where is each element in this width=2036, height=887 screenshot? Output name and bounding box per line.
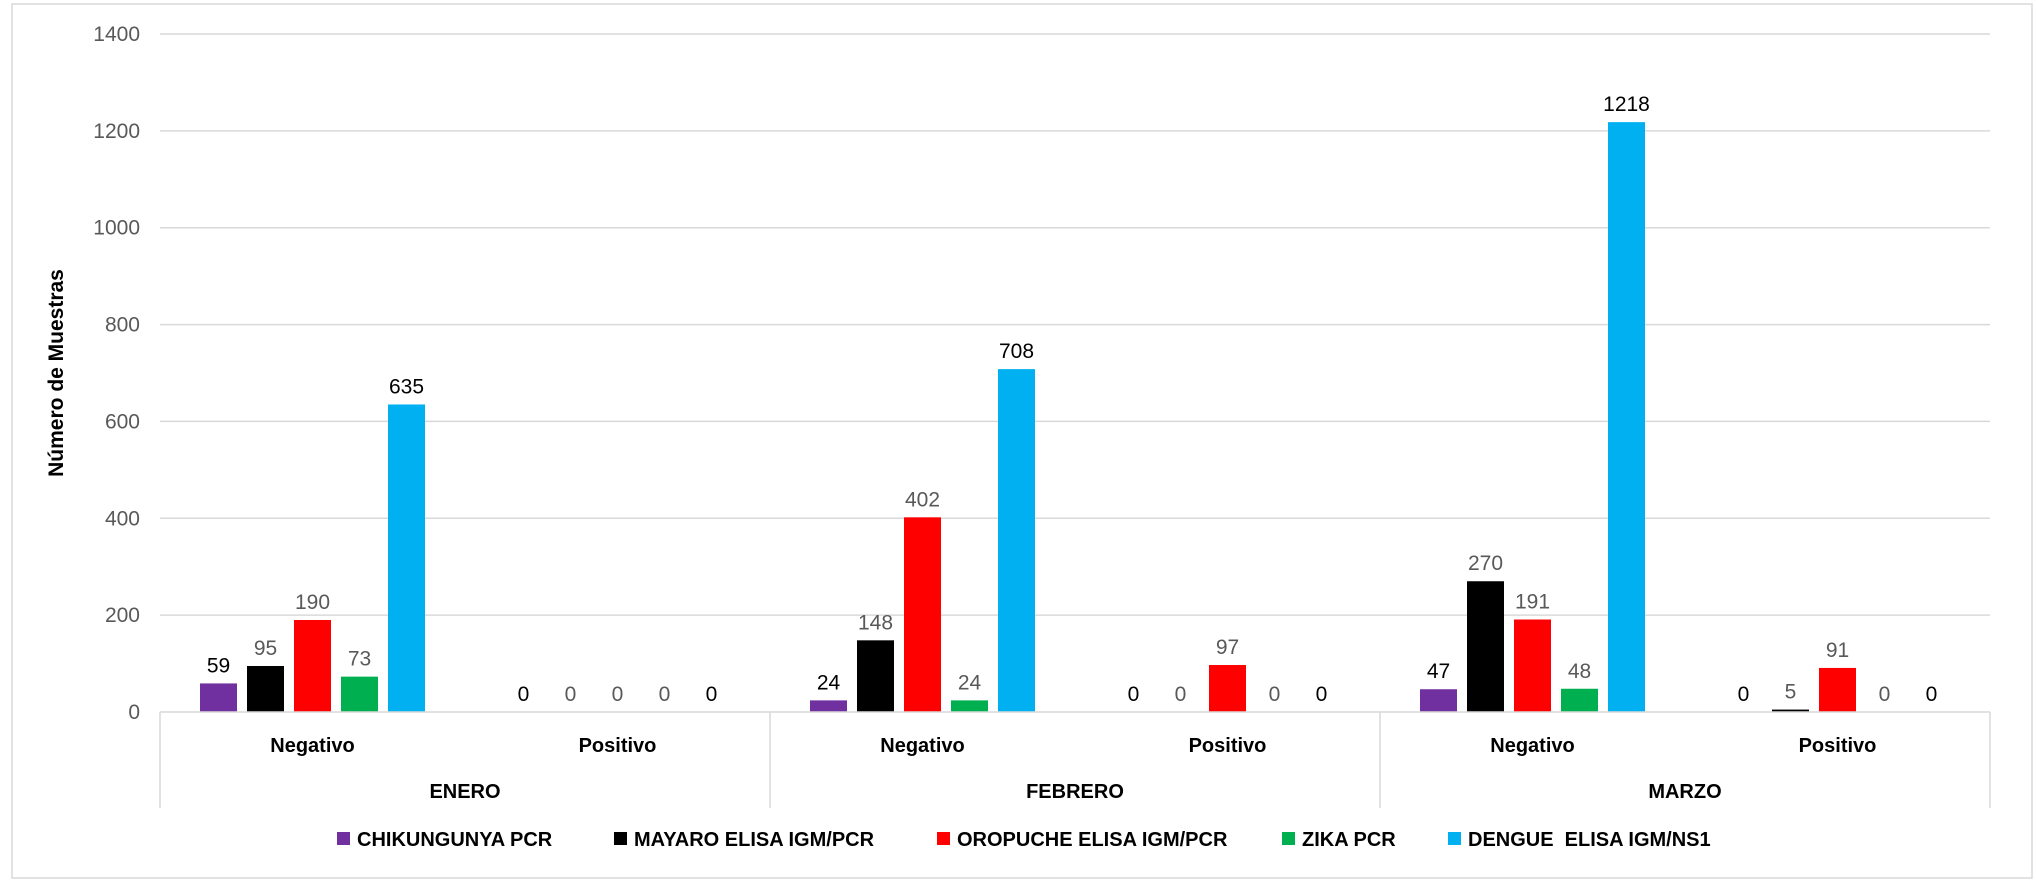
- data-label-marzo-positivo-zika-pcr: 0: [1879, 683, 1891, 706]
- data-label-febrero-positivo-oropuche-elisa-igm-pcr: 97: [1216, 636, 1239, 659]
- data-label-marzo-negativo-zika-pcr: 48: [1568, 660, 1591, 683]
- x-category-label-enero-negativo: Negativo: [270, 735, 354, 757]
- y-tick-label-200: 200: [105, 604, 140, 627]
- x-category-label-febrero-negativo: Negativo: [880, 735, 964, 757]
- legend-label-mayaro-elisa-igm-pcr: MAYARO ELISA IGM/PCR: [634, 829, 875, 851]
- legend-swatch-oropuche-elisa-igm-pcr: [937, 832, 950, 845]
- data-label-enero-negativo-dengue-elisa-igm-ns1: 635: [389, 375, 424, 398]
- y-tick-label-800: 800: [105, 314, 140, 337]
- data-label-febrero-negativo-oropuche-elisa-igm-pcr: 402: [905, 488, 940, 511]
- data-label-enero-positivo-zika-pcr: 0: [659, 683, 671, 706]
- data-label-marzo-negativo-chikungunya-pcr: 47: [1427, 660, 1450, 683]
- data-label-enero-negativo-oropuche-elisa-igm-pcr: 190: [295, 591, 330, 614]
- bar-marzo-negativo-zika-pcr: [1561, 688, 1598, 712]
- bar-febrero-negativo-zika-pcr: [951, 700, 988, 712]
- data-labels: 59 95 190 73 635 0 0 0 0 0 24 148 402 24 708 0 0 97 0 0 47 27…: [207, 93, 1938, 706]
- legend: CHIKUNGUNYA PCR MAYARO ELISA IGM/PCR OROPU…: [337, 829, 1711, 851]
- bar-febrero-negativo-oropuche-elisa-igm-pcr: [904, 517, 941, 712]
- y-tick-label-400: 400: [105, 507, 140, 530]
- gridlines: [160, 33, 1990, 616]
- data-label-enero-positivo-dengue-elisa-igm-ns1: 0: [706, 683, 718, 706]
- bar-enero-negativo-dengue-elisa-igm-ns1: [388, 404, 425, 712]
- y-axis-title: Número de Muestras: [45, 269, 68, 477]
- data-label-marzo-negativo-mayaro-elisa-igm-pcr: 270: [1468, 552, 1503, 575]
- legend-swatch-chikungunya-pcr: [337, 832, 350, 845]
- data-label-enero-positivo-mayaro-elisa-igm-pcr: 0: [565, 683, 577, 706]
- data-label-enero-positivo-oropuche-elisa-igm-pcr: 0: [612, 683, 624, 706]
- x-category-label-febrero-positivo: Positivo: [1189, 735, 1267, 757]
- bar-marzo-negativo-dengue-elisa-igm-ns1: [1608, 122, 1645, 712]
- bar-marzo-positivo-oropuche-elisa-igm-pcr: [1819, 667, 1856, 712]
- data-label-marzo-negativo-oropuche-elisa-igm-pcr: 191: [1515, 591, 1550, 614]
- data-label-febrero-positivo-dengue-elisa-igm-ns1: 0: [1316, 683, 1328, 706]
- legend-swatch-zika-pcr: [1282, 832, 1295, 845]
- data-label-marzo-negativo-dengue-elisa-igm-ns1: 1218: [1603, 93, 1650, 116]
- x-axis: Negativo Positivo Negativo Positivo Negativo…: [159, 711, 1991, 808]
- data-label-marzo-positivo-oropuche-elisa-igm-pcr: 91: [1826, 639, 1849, 662]
- x-group-label-enero: ENERO: [429, 781, 500, 803]
- bar-enero-negativo-chikungunya-pcr: [200, 683, 237, 712]
- y-tick-label-1200: 1200: [93, 120, 140, 143]
- bar-enero-negativo-mayaro-elisa-igm-pcr: [247, 665, 284, 712]
- bar-febrero-negativo-dengue-elisa-igm-ns1: [998, 369, 1035, 712]
- y-tick-label-0: 0: [128, 701, 140, 724]
- data-label-marzo-positivo-mayaro-elisa-igm-pcr: 5: [1785, 681, 1797, 704]
- data-label-febrero-negativo-mayaro-elisa-igm-pcr: 148: [858, 611, 893, 634]
- x-group-label-febrero: FEBRERO: [1026, 781, 1124, 803]
- bar-febrero-negativo-chikungunya-pcr: [810, 700, 847, 712]
- data-label-marzo-positivo-chikungunya-pcr: 0: [1738, 683, 1750, 706]
- x-category-label-marzo-negativo: Negativo: [1490, 735, 1574, 757]
- x-group-label-marzo: MARZO: [1648, 781, 1721, 803]
- legend-swatch-dengue-elisa-igm-ns1: [1448, 832, 1461, 845]
- data-label-febrero-positivo-chikungunya-pcr: 0: [1128, 683, 1140, 706]
- y-tick-label-1000: 1000: [93, 217, 140, 240]
- y-tick-label-600: 600: [105, 410, 140, 433]
- bar-febrero-negativo-mayaro-elisa-igm-pcr: [857, 640, 894, 712]
- x-category-label-enero-positivo: Positivo: [579, 735, 657, 757]
- bars: [200, 122, 1856, 712]
- bar-enero-negativo-oropuche-elisa-igm-pcr: [294, 619, 331, 712]
- bar-marzo-negativo-chikungunya-pcr: [1420, 689, 1457, 712]
- bar-enero-negativo-zika-pcr: [341, 676, 378, 712]
- data-label-febrero-positivo-mayaro-elisa-igm-pcr: 0: [1175, 683, 1187, 706]
- y-tick-label-1400: 1400: [93, 23, 140, 46]
- data-label-febrero-negativo-zika-pcr: 24: [958, 671, 982, 694]
- data-label-marzo-positivo-dengue-elisa-igm-ns1: 0: [1926, 683, 1938, 706]
- legend-label-dengue-elisa-igm-ns1: DENGUE ELISA IGM/NS1: [1468, 829, 1711, 851]
- data-label-enero-positivo-chikungunya-pcr: 0: [518, 683, 530, 706]
- bar-febrero-positivo-oropuche-elisa-igm-pcr: [1209, 665, 1246, 712]
- data-label-enero-negativo-zika-pcr: 73: [348, 648, 371, 671]
- y-tick-labels: 0 200 400 600 800 1000 1200 1400: [93, 23, 140, 724]
- legend-label-chikungunya-pcr: CHIKUNGUNYA PCR: [357, 829, 553, 851]
- x-category-label-marzo-positivo: Positivo: [1799, 735, 1877, 757]
- bar-marzo-negativo-oropuche-elisa-igm-pcr: [1514, 619, 1551, 712]
- data-label-enero-negativo-mayaro-elisa-igm-pcr: 95: [254, 637, 277, 660]
- bar-marzo-positivo-mayaro-elisa-igm-pcr: [1772, 709, 1809, 712]
- bar-marzo-negativo-mayaro-elisa-igm-pcr: [1467, 581, 1504, 712]
- data-label-febrero-negativo-dengue-elisa-igm-ns1: 708: [999, 340, 1034, 363]
- legend-swatch-mayaro-elisa-igm-pcr: [614, 832, 627, 845]
- data-label-febrero-positivo-zika-pcr: 0: [1269, 683, 1281, 706]
- data-label-febrero-negativo-chikungunya-pcr: 24: [817, 671, 841, 694]
- legend-label-zika-pcr: ZIKA PCR: [1302, 829, 1396, 851]
- legend-label-oropuche-elisa-igm-pcr: OROPUCHE ELISA IGM/PCR: [957, 829, 1228, 851]
- data-label-enero-negativo-chikungunya-pcr: 59: [207, 654, 230, 677]
